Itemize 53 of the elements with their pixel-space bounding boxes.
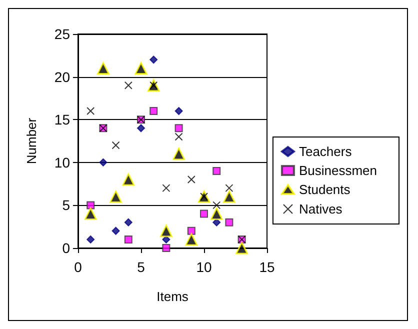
y-tick-label: 0 bbox=[62, 240, 70, 256]
point bbox=[86, 107, 95, 116]
point bbox=[162, 184, 170, 192]
point bbox=[174, 107, 183, 116]
point bbox=[86, 235, 95, 244]
point bbox=[162, 244, 170, 252]
x-tick-label: 10 bbox=[196, 259, 212, 275]
point bbox=[187, 226, 196, 235]
legend-label: Natives bbox=[298, 202, 343, 216]
point bbox=[84, 208, 97, 220]
point bbox=[112, 141, 120, 150]
y-tick-label: 5 bbox=[62, 197, 70, 214]
point bbox=[210, 208, 223, 220]
point bbox=[225, 184, 234, 192]
point bbox=[200, 210, 208, 218]
point bbox=[162, 235, 170, 244]
x-axis-title: Items bbox=[156, 289, 189, 304]
point bbox=[172, 148, 186, 160]
point bbox=[160, 224, 172, 238]
legend-label: Students bbox=[298, 182, 351, 197]
point bbox=[212, 166, 221, 175]
y-tick-label: 20 bbox=[54, 68, 70, 85]
y-tick-label: 10 bbox=[54, 154, 70, 170]
y-axis-title: Number bbox=[24, 117, 39, 164]
point bbox=[174, 132, 183, 141]
point bbox=[236, 242, 248, 254]
legend-label: Teachers bbox=[298, 144, 352, 159]
y-tick-label: 15 bbox=[54, 112, 70, 128]
point bbox=[187, 176, 196, 184]
legend-label: Businessmen bbox=[298, 163, 378, 178]
point bbox=[112, 226, 120, 235]
point bbox=[174, 124, 183, 132]
point bbox=[122, 173, 135, 186]
point bbox=[222, 190, 236, 203]
point bbox=[134, 62, 148, 74]
point bbox=[124, 218, 132, 226]
point bbox=[150, 56, 158, 64]
point bbox=[185, 233, 198, 246]
point bbox=[137, 124, 145, 132]
point bbox=[212, 201, 221, 210]
point bbox=[96, 62, 110, 74]
point bbox=[150, 107, 158, 116]
point bbox=[212, 218, 221, 226]
y-tick-label: 25 bbox=[54, 26, 70, 42]
x-tick-label: 15 bbox=[259, 259, 275, 275]
point bbox=[124, 81, 132, 90]
x-tick-label: 5 bbox=[137, 259, 146, 275]
point bbox=[110, 190, 122, 203]
point bbox=[99, 158, 108, 166]
x-tick-label: 0 bbox=[74, 259, 82, 275]
point bbox=[124, 235, 132, 244]
point bbox=[225, 218, 234, 226]
point bbox=[86, 201, 95, 210]
